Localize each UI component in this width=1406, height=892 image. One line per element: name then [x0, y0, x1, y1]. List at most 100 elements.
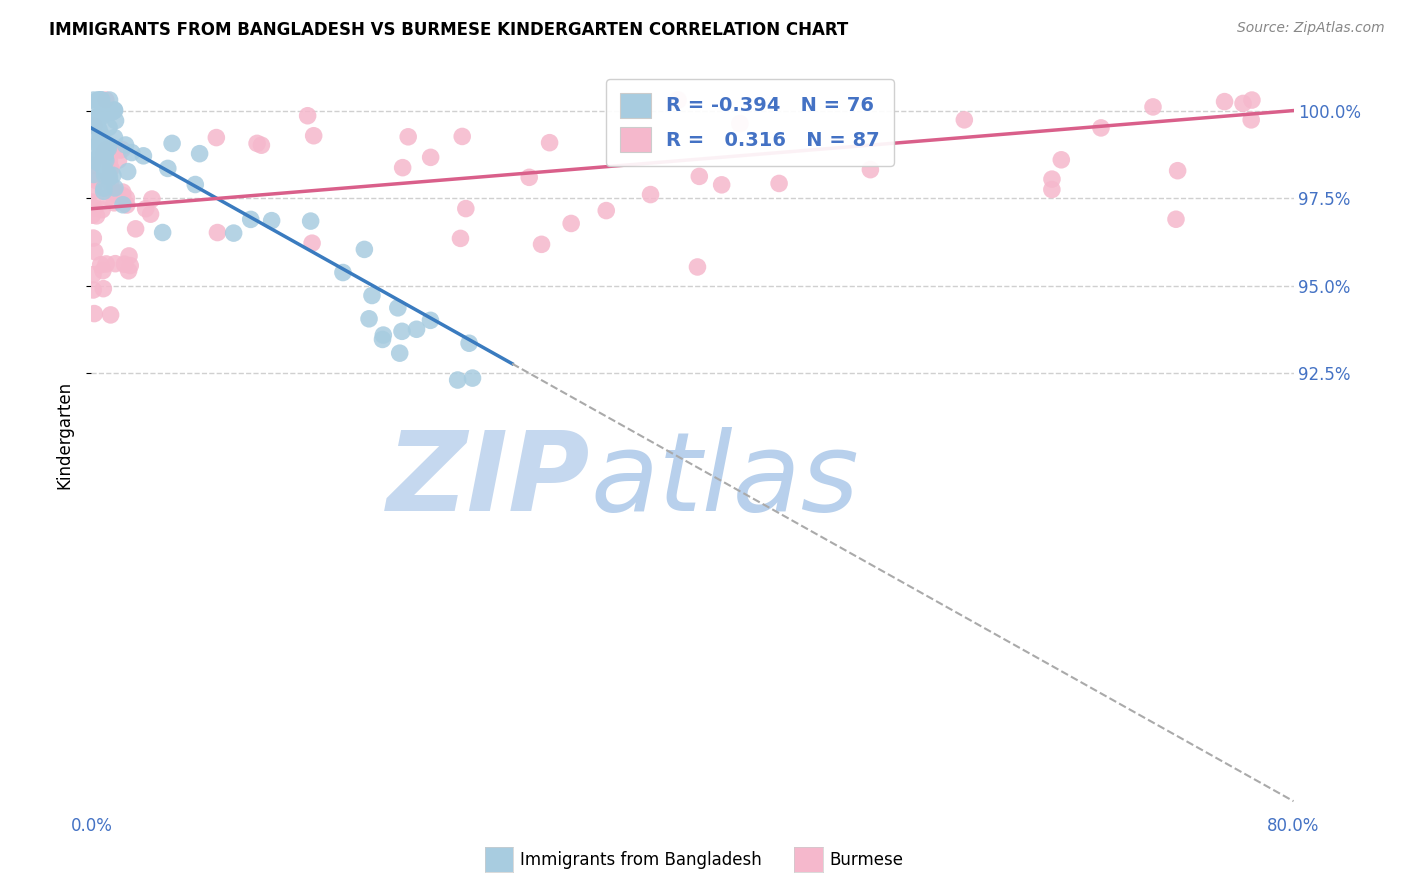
Point [108, 143, 131, 157]
Point [97, 190, 120, 204]
Point [111, 198, 134, 212]
Point [450, 231, 472, 245]
Point [1090, 120, 1112, 135]
Point [96, 257, 118, 271]
Point [666, 93, 689, 107]
Point [98, 120, 121, 135]
Point [107, 153, 129, 168]
Point [517, 170, 540, 185]
Point [117, 264, 139, 278]
Point [91, 202, 114, 217]
Point [118, 249, 141, 263]
Point [86, 111, 108, 125]
Point [82, 141, 104, 155]
Point [391, 161, 413, 175]
Point [84, 95, 107, 109]
Point [205, 130, 228, 145]
Point [91, 100, 114, 114]
Point [91, 263, 114, 277]
Point [83, 244, 105, 259]
Point [90, 110, 112, 124]
Y-axis label: Kindergarten: Kindergarten [55, 381, 73, 489]
Point [188, 146, 211, 161]
Point [332, 266, 354, 280]
Point [83, 201, 105, 215]
Point [83, 153, 105, 168]
Point [141, 192, 163, 206]
Point [111, 143, 134, 157]
Point [371, 333, 394, 347]
Point [117, 164, 139, 178]
Point [859, 162, 882, 177]
Point [454, 202, 477, 216]
Point [396, 129, 419, 144]
Point [87, 122, 110, 136]
Point [101, 105, 124, 120]
Point [135, 202, 157, 216]
Point [104, 103, 127, 118]
Point [90, 93, 112, 107]
Point [90, 138, 112, 153]
Point [1040, 182, 1063, 196]
Point [387, 301, 409, 315]
Point [357, 311, 380, 326]
Point [98, 170, 121, 185]
Point [1050, 153, 1073, 167]
Point [100, 177, 122, 191]
Point [1164, 212, 1187, 227]
Point [82, 283, 104, 297]
Text: Burmese: Burmese [830, 851, 904, 869]
Point [768, 177, 790, 191]
Point [1142, 100, 1164, 114]
Point [111, 188, 134, 202]
Point [82, 195, 104, 210]
Point [353, 243, 375, 257]
Point [89, 130, 111, 145]
Point [101, 168, 124, 182]
Point [97, 139, 120, 153]
Point [446, 373, 468, 387]
Point [105, 187, 128, 202]
Point [86, 209, 108, 223]
Point [91, 140, 114, 154]
Point [104, 257, 127, 271]
Point [728, 117, 751, 131]
Point [82, 231, 104, 245]
Point [83, 93, 105, 107]
Point [94, 150, 117, 164]
Point [120, 259, 142, 273]
Point [90, 128, 112, 142]
Point [100, 308, 122, 322]
Point [560, 217, 582, 231]
Point [1167, 163, 1189, 178]
Point [93, 149, 115, 163]
Point [419, 150, 441, 164]
Point [93, 145, 115, 160]
Point [297, 109, 319, 123]
Point [239, 212, 262, 227]
Point [419, 313, 441, 327]
Point [530, 237, 553, 252]
Point [93, 181, 115, 195]
Point [152, 226, 174, 240]
Point [87, 93, 110, 107]
Point [82, 112, 104, 126]
Point [246, 136, 269, 151]
Point [114, 257, 136, 271]
Point [111, 185, 134, 199]
Point [94, 153, 117, 168]
Point [124, 222, 146, 236]
Point [97, 141, 120, 155]
Point [83, 307, 105, 321]
Point [90, 158, 112, 172]
Point [1213, 95, 1236, 109]
Point [94, 143, 117, 157]
Point [82, 268, 104, 282]
Point [538, 136, 561, 150]
Point [299, 214, 322, 228]
Point [83, 168, 105, 182]
Point [98, 153, 121, 168]
Point [97, 167, 120, 181]
Text: IMMIGRANTS FROM BANGLADESH VS BURMESE KINDERGARTEN CORRELATION CHART: IMMIGRANTS FROM BANGLADESH VS BURMESE KI… [49, 21, 848, 38]
Point [82, 158, 104, 172]
